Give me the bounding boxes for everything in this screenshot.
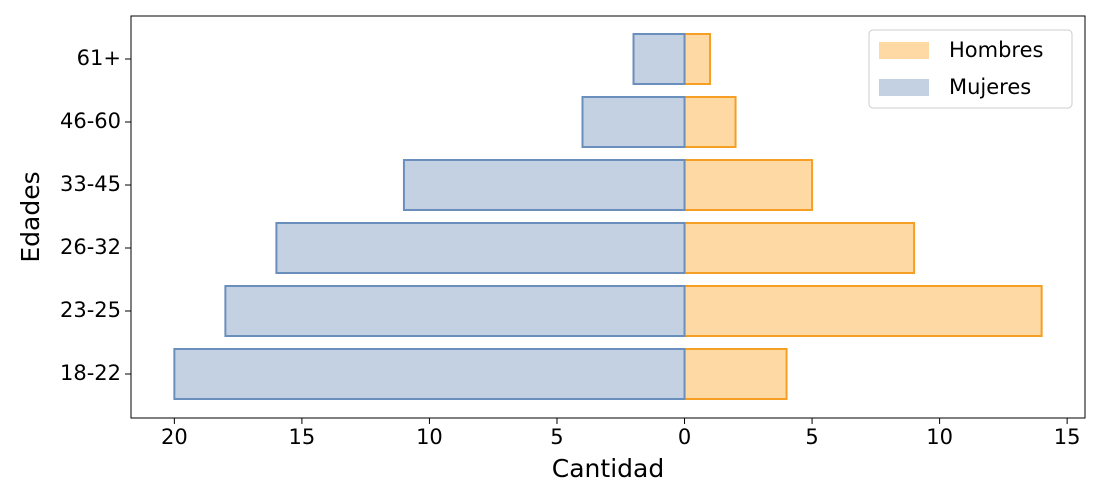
y-tick-label: 18-22 — [60, 361, 121, 385]
legend-swatch — [879, 42, 929, 59]
bar — [683, 96, 737, 148]
x-tick-label: 15 — [1054, 425, 1081, 449]
x-tick-label: 0 — [678, 425, 691, 449]
bar — [632, 33, 686, 85]
bar — [683, 33, 712, 85]
x-tick-label: 10 — [926, 425, 953, 449]
bar — [683, 348, 788, 400]
x-tick-label: 15 — [289, 425, 316, 449]
y-axis-label: Edades — [16, 171, 45, 262]
bar — [683, 285, 1043, 337]
y-tick-label: 46-60 — [60, 109, 121, 133]
y-tick-label: 26-32 — [60, 235, 121, 259]
plot-frame — [130, 15, 1086, 419]
y-tick-label: 33-45 — [60, 172, 121, 196]
legend-label: Mujeres — [949, 75, 1031, 99]
x-tick-label: 5 — [550, 425, 563, 449]
y-tick-label: 23-25 — [60, 298, 121, 322]
x-tick-label: 5 — [805, 425, 818, 449]
bar — [275, 222, 686, 274]
bar — [683, 222, 916, 274]
bar — [402, 159, 686, 211]
bar — [581, 96, 686, 148]
legend-swatch — [879, 79, 929, 96]
legend-label: Hombres — [949, 38, 1043, 62]
x-tick-label: 20 — [161, 425, 188, 449]
bar — [683, 159, 814, 211]
bar — [224, 285, 686, 337]
y-tick-label: 61+ — [77, 46, 121, 70]
x-tick-label: 10 — [416, 425, 443, 449]
bar — [173, 348, 686, 400]
x-axis-label: Cantidad — [552, 454, 664, 483]
